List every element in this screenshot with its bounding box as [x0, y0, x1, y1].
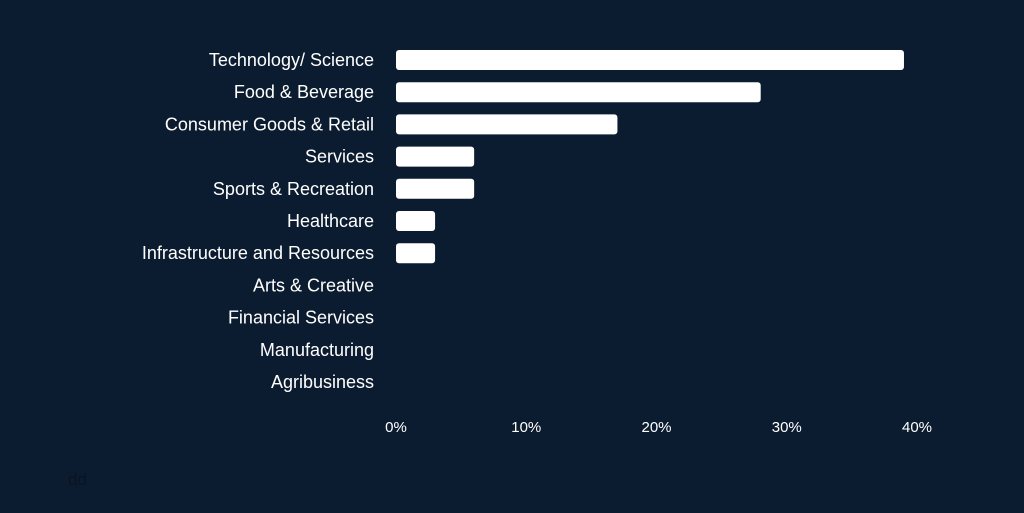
bar [396, 50, 904, 70]
category-label: Financial Services [228, 308, 374, 328]
bar [396, 114, 618, 135]
category-label: Consumer Goods & Retail [165, 114, 374, 134]
category-label: Sports & Recreation [213, 179, 374, 199]
bar [396, 243, 436, 264]
bar [396, 178, 475, 199]
category-label: Technology/ Science [209, 50, 374, 70]
x-tick-label: 30% [772, 419, 802, 436]
category-label: Infrastructure and Resources [142, 243, 374, 263]
category-labels: Technology/ Science Food & Beverage Consum… [142, 50, 374, 392]
category-label: Services [305, 147, 374, 167]
bars [396, 50, 904, 264]
bar [396, 146, 475, 167]
footer-text: dd [68, 470, 87, 489]
x-tick-label: 20% [641, 419, 671, 436]
category-label: Food & Beverage [234, 82, 374, 102]
category-label: Healthcare [287, 211, 374, 231]
x-axis-ticks: 0% 10% 20% 30% 40% [385, 419, 932, 436]
bar [396, 211, 436, 231]
bar [396, 82, 761, 103]
x-tick-label: 40% [902, 419, 932, 436]
category-label: Arts & Creative [253, 275, 374, 295]
x-tick-label: 10% [511, 419, 541, 436]
category-label: Manufacturing [260, 340, 374, 360]
x-tick-label: 0% [385, 419, 407, 436]
category-label: Agribusiness [271, 372, 374, 392]
